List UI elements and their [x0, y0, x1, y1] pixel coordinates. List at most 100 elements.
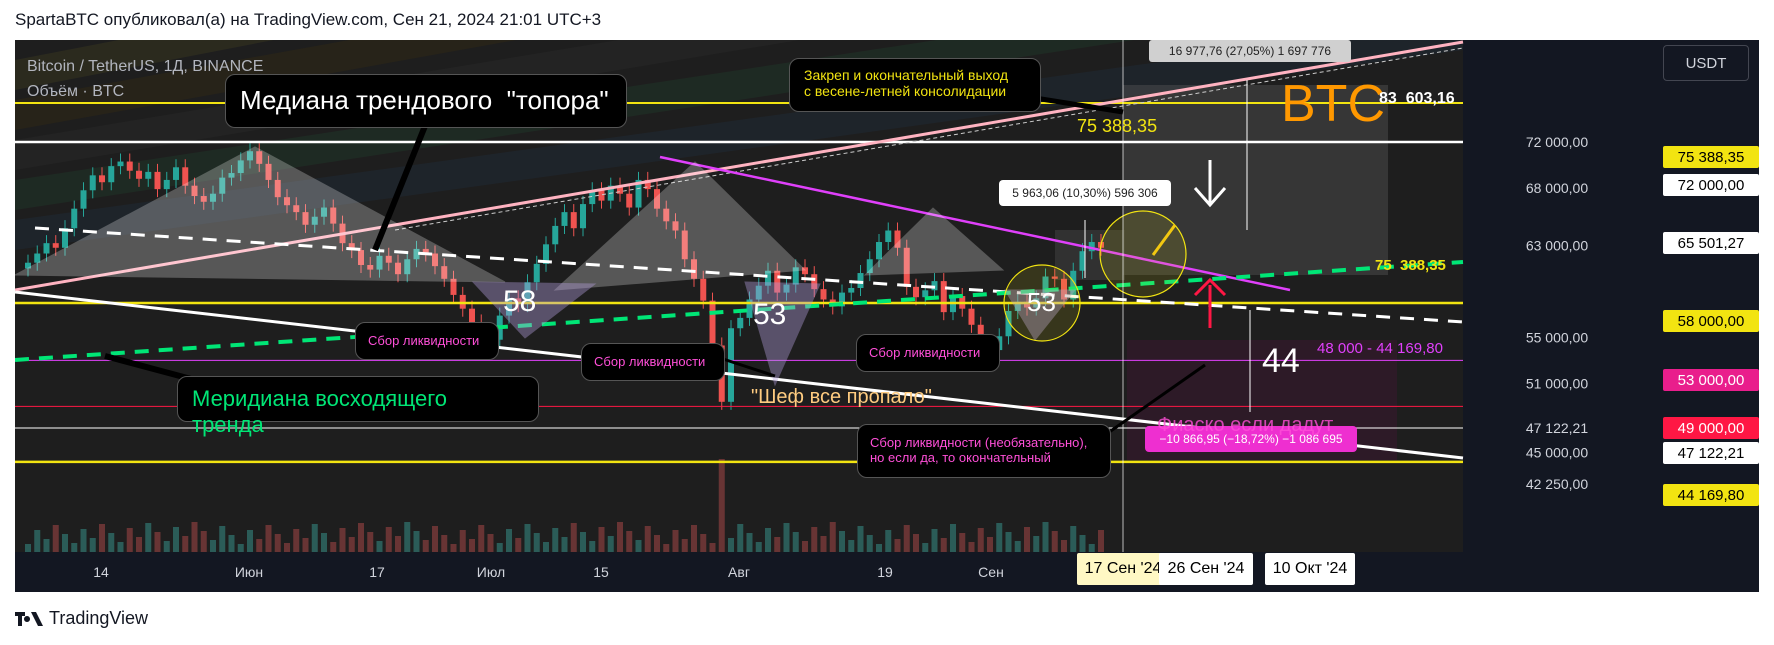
- liquidity-callout-2[interactable]: Сбор ликвидности: [581, 343, 725, 381]
- channel-band: [15, 40, 1463, 250]
- volume-bar: [940, 538, 947, 552]
- volume-bar: [339, 528, 346, 552]
- candle: [256, 151, 263, 164]
- candle: [885, 230, 892, 243]
- volume-bar: [358, 523, 364, 552]
- volume-bar: [774, 537, 781, 552]
- volume-bar: [145, 523, 152, 552]
- footer-brand-label: TradingView: [49, 608, 149, 628]
- candle: [432, 253, 438, 267]
- rsi-label-53a: 53: [753, 298, 787, 331]
- symbol-legend[interactable]: Bitcoin / TetherUS, 1Д, BINANCE: [27, 58, 264, 75]
- volume-bar: [607, 536, 614, 552]
- volume-bar: [1014, 541, 1021, 552]
- volume-bar: [950, 524, 956, 552]
- candle: [1005, 310, 1012, 337]
- candle: [968, 308, 975, 325]
- volume-bar: [848, 540, 855, 552]
- volume-bar: [321, 533, 327, 552]
- dotted-channel-line: [394, 47, 1464, 231]
- volume-bar: [1070, 526, 1077, 552]
- volume-bar: [598, 527, 605, 552]
- candle: [450, 278, 457, 295]
- candle: [191, 185, 198, 197]
- candle: [876, 242, 882, 260]
- volume-bar: [71, 543, 78, 552]
- volume-bar: [191, 522, 198, 552]
- measure-mid-label: 5 963,06 (10,30%) 596 306: [999, 180, 1171, 206]
- tradingview-logo-icon: [15, 611, 43, 626]
- x-tick-label: Июл: [477, 564, 505, 580]
- y-tick-label: 55 000,00: [1526, 329, 1588, 345]
- candle: [543, 244, 549, 264]
- candle: [598, 190, 605, 201]
- volume-bar: [515, 538, 522, 552]
- liq2-pointer: [719, 356, 776, 378]
- volume-bar: [210, 540, 216, 552]
- level-label-top: 75 388,35: [1077, 116, 1158, 136]
- volume-bar: [654, 535, 660, 552]
- x-tick-label: 19: [877, 564, 893, 580]
- volume-legend[interactable]: Объём · BTC: [27, 83, 125, 100]
- candle: [210, 193, 216, 202]
- candle: [765, 270, 771, 286]
- volume-bar: [987, 537, 993, 552]
- candle: [404, 259, 411, 275]
- currency-selector[interactable]: USDT: [1663, 45, 1749, 81]
- candle: [321, 207, 327, 217]
- candle: [644, 179, 651, 190]
- candle: [783, 284, 790, 293]
- candle: [570, 212, 577, 229]
- volume-bar: [552, 528, 559, 552]
- footer-brand[interactable]: TradingView: [15, 608, 148, 629]
- rsi-label-53b: 53: [1027, 287, 1056, 317]
- volume-bar: [228, 535, 235, 552]
- volume-bar: [25, 544, 31, 552]
- lock-exit-callout[interactable]: Закреп и окончательный выход с весене-ле…: [789, 58, 1041, 112]
- liquidity-optional-text-1: Сбор ликвидности (необязательно),: [870, 435, 1088, 450]
- x-tick-label: 17: [369, 564, 385, 580]
- volume-bar: [681, 539, 688, 552]
- volume-bar: [959, 533, 966, 552]
- volume-bar: [700, 534, 707, 552]
- volume-bar: [117, 542, 124, 552]
- candle: [1061, 278, 1067, 300]
- volume-bar: [478, 525, 485, 552]
- candle: [755, 285, 762, 300]
- level-label-right: 75 388,35: [1375, 257, 1446, 274]
- candle: [311, 216, 318, 225]
- volume-bar: [126, 528, 133, 552]
- chart-legend: Bitcoin / TetherUS, 1Д, BINANCE Объём · …: [27, 54, 263, 104]
- x-tick-label: Сен: [978, 564, 1004, 580]
- candle: [746, 299, 753, 318]
- candle: [395, 262, 401, 275]
- volume-bar: [829, 522, 836, 552]
- candle: [71, 208, 78, 229]
- volume-bar: [977, 528, 984, 552]
- liquidity-callout-3[interactable]: Сбор ликвидности: [856, 334, 1000, 372]
- volume-bar: [1042, 522, 1049, 552]
- volume-bar: [496, 543, 503, 552]
- arrow-up-head: [1193, 277, 1227, 297]
- candle: [1051, 276, 1058, 279]
- x-tick-label: Июн: [235, 564, 263, 580]
- candle: [1088, 242, 1095, 252]
- candle: [1014, 301, 1021, 311]
- volume-bar: [80, 529, 87, 552]
- arrow-down-head: [1193, 187, 1227, 208]
- rising-median-callout[interactable]: Меридиана восходящего тренда: [177, 376, 539, 437]
- yellow-arrow: [1151, 224, 1177, 256]
- highlight-circle-1: [1003, 264, 1081, 342]
- axe-callout-pointer: [372, 124, 428, 252]
- candle: [358, 250, 364, 266]
- liquidity-optional-callout[interactable]: Сбор ликвидности (необязательно), но есл…: [857, 424, 1111, 478]
- measure-mid-box: [1055, 230, 1125, 280]
- liquidity-callout-1[interactable]: Сбор ликвидности: [355, 322, 499, 360]
- chart-area[interactable]: 72 000,00 68 000,00 63 000,00 55 000,00 51 0…: [15, 40, 1759, 592]
- candle: [367, 265, 374, 270]
- axe-median-callout[interactable]: Медиана трендового "топора": [225, 74, 627, 128]
- candle: [348, 243, 355, 251]
- volume-bar: [237, 544, 244, 552]
- volume-bar: [469, 539, 475, 552]
- price-tag-47122: 47 122,21: [1663, 442, 1759, 464]
